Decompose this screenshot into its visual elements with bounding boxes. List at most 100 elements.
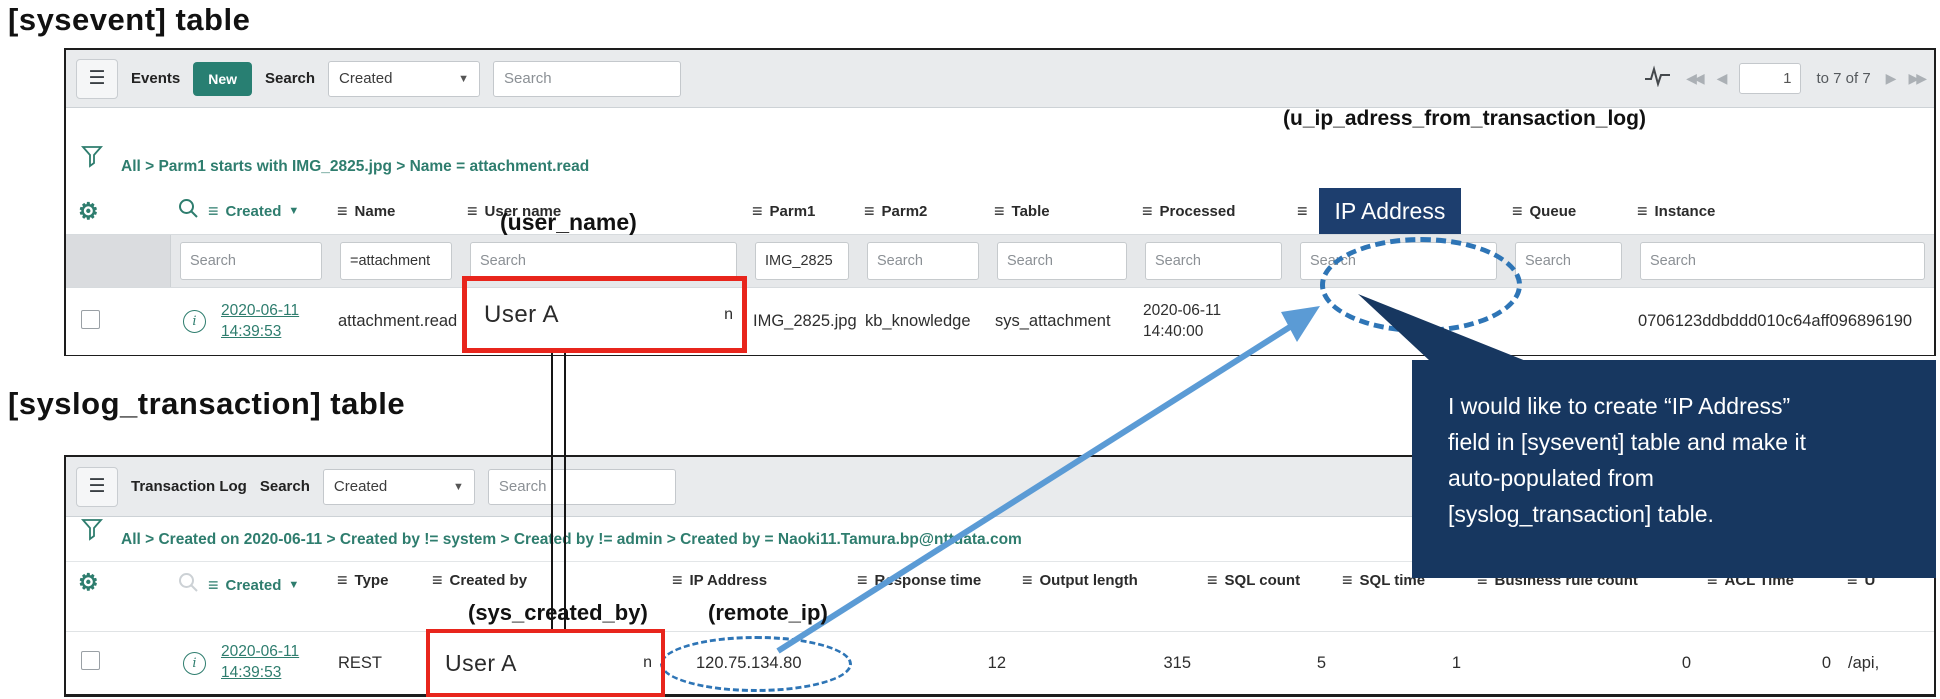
column-options-icon[interactable]: ≡ [864, 202, 875, 220]
record-link[interactable]: 2020-06-11 14:39:53 [221, 643, 300, 681]
column-options-icon[interactable]: ≡ [1207, 571, 1218, 589]
search-label: Search [265, 70, 316, 87]
pagination: ◀◀ ◀ to 7 of 7 ▶ ▶▶ [1644, 63, 1927, 94]
column-options-icon[interactable]: ≡ [208, 201, 219, 221]
column-header-sql-count[interactable]: ≡ SQL count [1201, 571, 1336, 589]
column-header-created[interactable]: ≡ Created ▼ [171, 197, 331, 225]
info-icon[interactable]: i [183, 651, 206, 675]
search-icon[interactable] [177, 571, 201, 599]
column-label-queue: Queue [1529, 202, 1577, 220]
column-options-icon[interactable]: ≡ [857, 571, 868, 589]
hamburger-menu-icon[interactable]: ☰ [76, 58, 118, 99]
column-label-parm2: Parm2 [881, 202, 928, 220]
search-cell-parm1 [746, 242, 858, 280]
sysevent-table-title: [sysevent] table [8, 2, 251, 37]
gear-icon[interactable]: ⚙ [78, 199, 99, 223]
page-number-input[interactable] [1739, 63, 1802, 94]
column-options-icon[interactable]: ≡ [1142, 202, 1153, 220]
info-icon[interactable]: i [183, 310, 206, 333]
hamburger-menu-icon[interactable]: ☰ [76, 466, 118, 507]
instance-search-input[interactable] [1640, 242, 1925, 280]
column-options-icon[interactable]: ≡ [672, 571, 683, 589]
search-field-select[interactable]: Created ▼ [328, 60, 481, 97]
filter-breadcrumb[interactable]: All > Created on 2020-06-11 > Created by… [121, 531, 1022, 548]
column-label-instance: Instance [1654, 202, 1716, 220]
column-header-processed[interactable]: ≡ Processed [1136, 202, 1291, 220]
first-page-icon[interactable]: ◀◀ [1686, 70, 1704, 86]
column-header-url[interactable]: ≡ U [1841, 571, 1934, 589]
row-range-label: to 7 of 7 [1816, 70, 1871, 87]
column-header-output-length[interactable]: ≡ Output length [1016, 571, 1201, 589]
record-link[interactable]: 2020-06-11 14:39:53 [221, 301, 300, 340]
processed-search-input[interactable] [1145, 242, 1282, 280]
column-header-parm1[interactable]: ≡ Parm1 [746, 202, 858, 220]
next-page-icon[interactable]: ▶ [1885, 70, 1897, 86]
masked-username-red-box: User A n [462, 276, 747, 353]
toolbar-search-input[interactable] [493, 60, 682, 97]
filter-funnel-icon[interactable] [80, 145, 104, 176]
response-time-indicator-icon[interactable] [1644, 65, 1671, 92]
column-header-ip-address[interactable]: ≡ IP Address [666, 571, 851, 589]
column-label-created: Created [225, 202, 282, 220]
parm2-search-input[interactable] [867, 242, 979, 280]
column-options-icon[interactable]: ≡ [1512, 202, 1523, 220]
search-cell-name [331, 242, 461, 280]
column-options-icon[interactable]: ≡ [432, 571, 443, 589]
column-options-icon[interactable]: ≡ [752, 202, 763, 220]
column-header-created[interactable]: ≡ Created ▼ [171, 571, 331, 599]
username-search-input[interactable] [470, 242, 737, 280]
search-cell-queue [1506, 242, 1631, 280]
sysevent-list: ☰ Events New Search Created ▼ ◀◀ ◀ to 7 … [64, 48, 1936, 356]
column-options-icon[interactable]: ≡ [337, 202, 348, 220]
column-header-type[interactable]: ≡ Type [331, 571, 426, 589]
column-header-name[interactable]: ≡ Name [331, 202, 461, 220]
column-header-ip-address[interactable]: ≡ IP Address [1291, 188, 1506, 234]
row-checkbox[interactable] [81, 651, 100, 670]
prev-page-icon[interactable]: ◀ [1716, 70, 1728, 86]
column-options-icon[interactable]: ≡ [1297, 201, 1308, 221]
new-button[interactable]: New [193, 61, 252, 96]
column-options-icon[interactable]: ≡ [467, 202, 478, 220]
last-page-icon[interactable]: ▶▶ [1908, 70, 1926, 86]
column-options-icon[interactable]: ≡ [1022, 571, 1033, 589]
chevron-down-icon: ▼ [458, 72, 470, 85]
queue-search-input[interactable] [1515, 242, 1622, 280]
column-header-table[interactable]: ≡ Table [988, 202, 1136, 220]
created-search-input[interactable] [180, 242, 322, 280]
list-title-transaction-log: Transaction Log [131, 478, 247, 495]
column-header-username[interactable]: ≡ User name [461, 202, 746, 220]
column-header-created-by[interactable]: ≡ Created by [426, 571, 666, 589]
column-header-queue[interactable]: ≡ Queue [1506, 202, 1631, 220]
masked-user-label: User A [484, 300, 560, 328]
parm1-search-input[interactable] [755, 242, 849, 280]
column-options-icon[interactable]: ≡ [1847, 571, 1858, 589]
column-label-type: Type [354, 571, 389, 589]
search-field-select[interactable]: Created ▼ [322, 468, 475, 505]
column-label-name: Name [354, 202, 396, 220]
column-header-instance[interactable]: ≡ Instance [1631, 202, 1934, 220]
column-label-username: User name [484, 202, 562, 220]
search-icon[interactable] [177, 197, 201, 225]
gear-icon[interactable]: ⚙ [78, 571, 99, 594]
column-options-icon[interactable]: ≡ [1707, 571, 1718, 589]
search-cell-processed [1136, 242, 1291, 280]
column-options-icon[interactable]: ≡ [994, 202, 1005, 220]
column-options-icon[interactable]: ≡ [1477, 571, 1488, 589]
table-search-input[interactable] [997, 242, 1127, 280]
name-search-input[interactable] [340, 242, 452, 280]
column-options-icon[interactable]: ≡ [208, 575, 219, 595]
column-options-icon[interactable]: ≡ [1637, 202, 1648, 220]
toolbar-search-input[interactable] [487, 468, 676, 505]
column-header-sql-time[interactable]: ≡ SQL time [1336, 571, 1471, 589]
requirement-callout: I would like to create “IP Address” fiel… [1412, 360, 1936, 578]
filter-funnel-icon[interactable] [80, 518, 104, 549]
search-field-selected: Created [333, 478, 388, 495]
filter-breadcrumb[interactable]: All > Parm1 starts with IMG_2825.jpg > N… [121, 158, 590, 175]
row-checkbox[interactable] [81, 309, 100, 329]
column-options-icon[interactable]: ≡ [337, 571, 348, 589]
column-options-icon[interactable]: ≡ [1342, 571, 1353, 589]
column-header-parm2[interactable]: ≡ Parm2 [858, 202, 988, 220]
column-header-response-time[interactable]: ≡ Response time [851, 571, 1016, 589]
row-select-cell [66, 309, 171, 334]
